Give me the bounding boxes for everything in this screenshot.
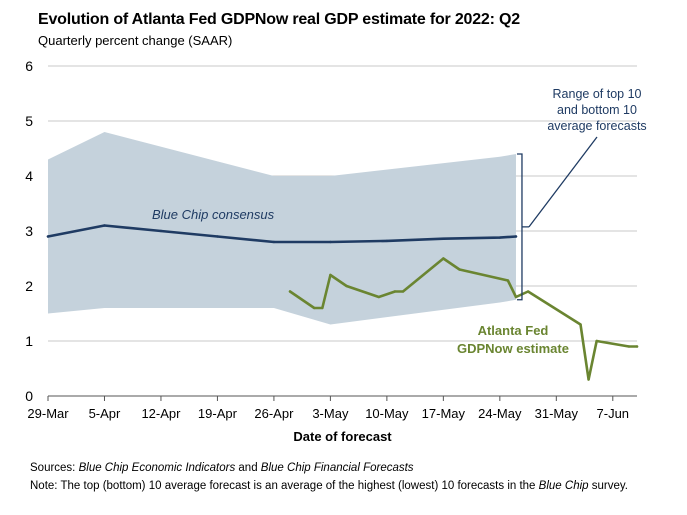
gdpnow-point (514, 295, 518, 299)
y-tick-label: 6 (25, 58, 33, 74)
blue-chip-consensus-line (46, 224, 518, 244)
x-tick-label: 29-Mar (27, 406, 69, 421)
gdpnow-point (506, 279, 510, 282)
x-tick-label: 10-May (365, 406, 409, 421)
method-note: Note: The top (bottom) 10 average foreca… (30, 480, 628, 492)
x-tick-label: 3-May (312, 406, 349, 421)
gdpnow-point (587, 378, 590, 381)
gdpnow-point (313, 306, 316, 310)
gdpnow-point (595, 339, 598, 343)
blue-chip-point (498, 236, 502, 239)
sources-label: Sources: (30, 462, 76, 474)
blue-chip-point (442, 237, 445, 240)
blue-chip-point (385, 239, 389, 243)
y-tick-label: 5 (25, 113, 33, 129)
x-tick-label: 7-Jun (597, 406, 630, 421)
gdpnow-label-line-2: GDPNow estimate (457, 341, 569, 356)
sources-part-2: Blue Chip Financial Forecasts (260, 462, 414, 474)
y-tick-label: 3 (25, 223, 33, 239)
gdpnow-point (401, 290, 405, 293)
x-tick-label: 31-May (535, 406, 579, 421)
gdpnow-point (579, 323, 582, 326)
blue-chip-point (272, 240, 276, 244)
blue-chip-point (329, 240, 332, 244)
sources-note: Sources: Blue Chip Economic Indicators a… (30, 462, 414, 474)
band-bracket (516, 153, 529, 301)
band-pointer-line (528, 136, 598, 228)
blue-chip-point (46, 235, 50, 238)
gdpnow-point (635, 345, 639, 348)
y-tick-label: 0 (25, 388, 33, 404)
x-tick-label: 19-Apr (198, 406, 238, 421)
note-text-before: The top (bottom) 10 average forecast is … (60, 480, 536, 492)
gdpnow-estimate-line (288, 257, 639, 381)
gdpnow-label-line-1: Atlanta Fed (478, 323, 549, 338)
blue-chip-label: Blue Chip consensus (152, 207, 275, 222)
series-lines (46, 224, 639, 381)
note-text-after: survey. (591, 480, 628, 492)
y-tick-label: 4 (25, 168, 33, 184)
band-label-line-3: average forecasts (547, 119, 646, 133)
gdpnow-point (526, 290, 530, 293)
gdpnow-point (627, 345, 631, 348)
sources-part-1: Blue Chip Economic Indicators (78, 462, 236, 474)
x-axis-label: Date of forecast (293, 429, 392, 444)
band-label-line-1: Range of top 10 (553, 87, 642, 101)
note-survey-name: Blue Chip (538, 480, 589, 492)
blue-chip-point (216, 235, 219, 238)
x-tick-label: 26-Apr (254, 406, 294, 421)
blue-chip-point (159, 229, 163, 233)
blue-chip-point (514, 235, 518, 238)
gdpnow-point (458, 268, 461, 271)
chart-title: Evolution of Atlanta Fed GDPNow real GDP… (38, 11, 520, 28)
x-tick-label: 17-May (422, 406, 466, 421)
x-tick-label: 12-Apr (141, 406, 181, 421)
gdpnow-point (329, 273, 332, 277)
forecast-range-band (48, 132, 516, 325)
sources-and: and (238, 462, 258, 474)
gdpnow-point (377, 295, 381, 299)
x-tick-label: 5-Apr (89, 406, 121, 421)
annotations: Range of top 10 and bottom 10 average fo… (152, 87, 647, 356)
chart-subtitle: Quarterly percent change (SAAR) (38, 33, 233, 48)
note-label: Note: (30, 480, 58, 492)
blue-chip-point (103, 224, 106, 227)
gdpnow-point (288, 290, 292, 293)
axes: 0 1 2 3 4 5 6 29-Mar 5-Apr 12-Apr 19-Apr 26-Apr 3-Ma… (25, 58, 637, 444)
x-tick-label: 24-May (478, 406, 522, 421)
band-label-line-2: and bottom 10 (557, 103, 637, 117)
gdpnow-point (393, 290, 397, 293)
gdpnow-point (345, 284, 348, 288)
y-tick-label: 1 (25, 333, 33, 349)
gdpnow-point (321, 306, 324, 310)
gdpnow-point (442, 257, 445, 260)
y-tick-label: 2 (25, 278, 33, 294)
